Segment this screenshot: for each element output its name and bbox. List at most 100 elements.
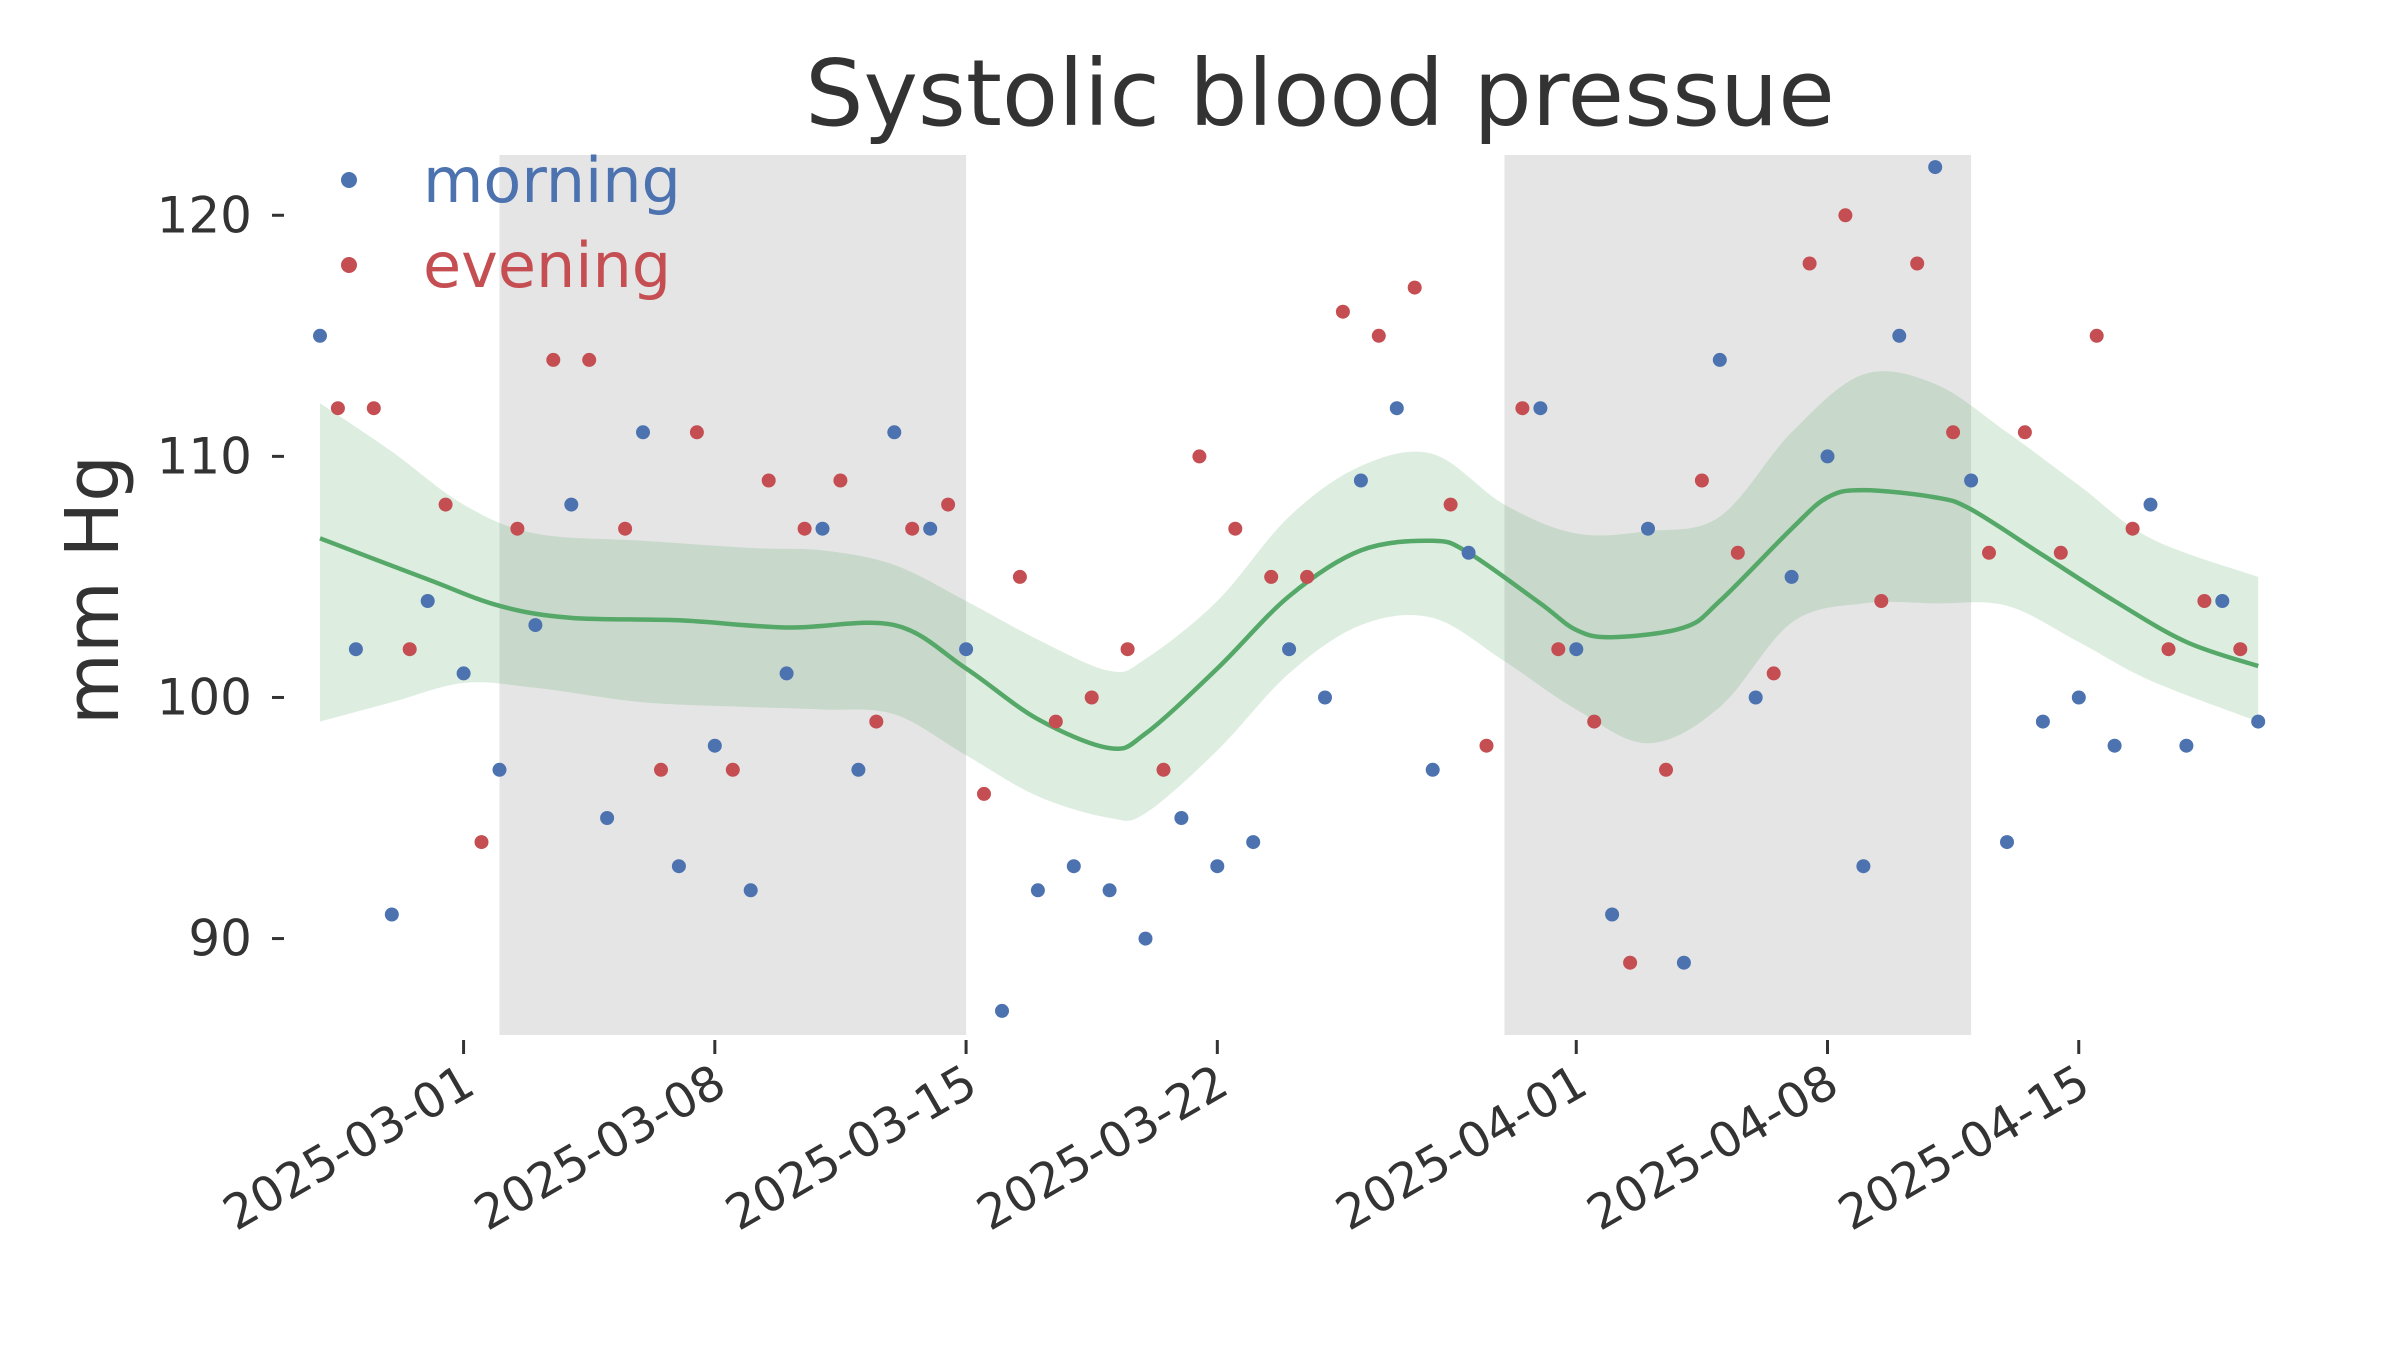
point-evening (1910, 256, 1925, 271)
legend-marker-morning (341, 172, 357, 188)
point-morning (1425, 762, 1440, 777)
point-evening (689, 425, 704, 440)
point-evening (797, 521, 812, 536)
point-morning (313, 328, 327, 343)
point-morning (348, 642, 363, 657)
point-morning (1138, 931, 1153, 946)
point-morning (1282, 642, 1297, 657)
point-evening (1766, 666, 1781, 681)
shaded-periods (499, 155, 1972, 1035)
point-morning (2107, 738, 2122, 753)
point-evening (1407, 280, 1422, 295)
point-morning (2071, 690, 2086, 705)
point-morning (2000, 835, 2014, 850)
point-morning (420, 594, 435, 608)
point-evening (2053, 545, 2068, 560)
data-points (313, 160, 2266, 1018)
point-morning (779, 666, 794, 681)
y-axis-ticks: 90 100 110 120 (157, 186, 284, 968)
point-evening (1659, 762, 1673, 777)
point-evening (1694, 473, 1709, 488)
point-morning (2179, 738, 2194, 753)
point-evening (1120, 642, 1135, 657)
point-morning (1569, 642, 1584, 657)
shaded-period-1 (499, 155, 967, 1035)
point-evening (402, 642, 417, 657)
point-evening (1192, 449, 1207, 464)
x-axis-ticks: 2025-03-012025-03-082025-03-152025-03-22… (214, 1040, 2099, 1242)
point-evening (1982, 545, 1996, 560)
point-morning (1856, 859, 1871, 874)
trend-curve (319, 487, 2259, 751)
point-evening (438, 497, 453, 512)
point-evening (2017, 425, 2032, 440)
point-evening (546, 352, 561, 367)
legend-label-morning: morning (423, 144, 681, 217)
point-evening (761, 473, 776, 488)
point-morning (851, 762, 866, 777)
point-morning (1174, 811, 1189, 825)
point-evening (1084, 690, 1099, 705)
point-evening (2233, 642, 2248, 657)
point-evening (1156, 762, 1171, 777)
point-evening (1730, 545, 1745, 560)
y-tick-label: 120 (157, 186, 252, 244)
point-evening (1228, 521, 1243, 536)
x-tick-label: 2025-04-01 (1327, 1054, 1597, 1242)
point-morning (1353, 473, 1368, 488)
point-morning (1102, 883, 1117, 898)
point-evening (330, 401, 345, 416)
point-morning (743, 883, 758, 898)
point-morning (995, 1003, 1009, 1018)
chart-title: Systolic blood pressue (805, 40, 1835, 147)
point-evening (1587, 714, 1602, 729)
point-evening (1515, 401, 1530, 416)
point-morning (959, 642, 974, 657)
point-evening (2089, 328, 2104, 343)
point-evening (2125, 521, 2140, 536)
point-evening (2161, 642, 2176, 657)
point-evening (941, 497, 956, 512)
point-morning (815, 521, 830, 536)
point-evening (977, 786, 991, 801)
point-evening (905, 521, 920, 536)
point-morning (1030, 883, 1045, 898)
point-morning (2251, 714, 2266, 729)
point-morning (1461, 545, 1476, 560)
point-evening (1946, 425, 1961, 440)
point-evening (1551, 642, 1566, 657)
point-morning (2143, 497, 2158, 512)
point-evening (1443, 497, 1458, 512)
point-morning (1066, 859, 1081, 874)
x-tick-label: 2025-04-15 (1829, 1054, 2099, 1242)
point-morning (1748, 690, 1763, 705)
point-morning (1928, 160, 1943, 175)
point-evening (1012, 569, 1027, 584)
point-evening (510, 521, 525, 536)
point-evening (1802, 256, 1817, 271)
point-morning (1210, 859, 1225, 874)
point-morning (492, 762, 507, 777)
x-tick-label: 2025-03-08 (465, 1054, 735, 1242)
point-morning (2215, 594, 2230, 608)
point-evening (1371, 328, 1386, 343)
x-tick-label: 2025-03-22 (968, 1054, 1238, 1242)
point-evening (1623, 955, 1638, 970)
y-tick-label: 100 (157, 668, 252, 726)
point-evening (474, 835, 489, 850)
point-evening (582, 352, 597, 367)
point-evening (1300, 569, 1315, 584)
legend-marker-evening (341, 257, 357, 273)
point-evening (1264, 569, 1279, 584)
point-morning (456, 666, 471, 681)
point-evening (1838, 208, 1853, 223)
point-evening (725, 762, 740, 777)
point-morning (1892, 328, 1907, 343)
legend-label-evening: evening (423, 229, 671, 302)
point-morning (1712, 352, 1727, 367)
point-morning (2035, 714, 2050, 729)
point-morning (1820, 449, 1835, 464)
point-morning (1964, 473, 1979, 488)
point-evening (1479, 738, 1494, 753)
